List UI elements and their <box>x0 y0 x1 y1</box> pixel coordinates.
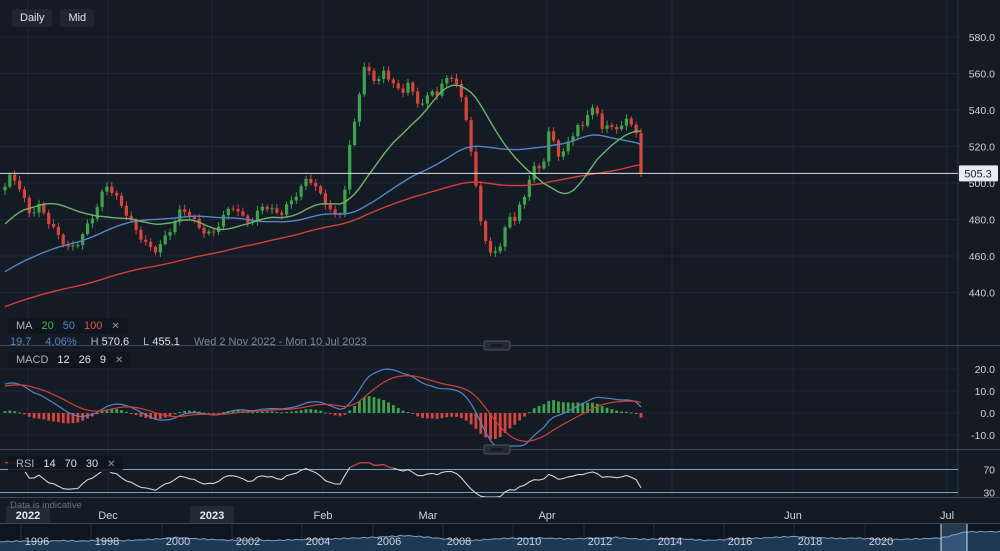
time-axis[interactable]: 2022 Dec 2023 Feb Mar Apr Jun Jul <box>6 506 954 523</box>
svg-text:2012: 2012 <box>588 536 612 548</box>
change-percent: 4.06% <box>45 336 77 348</box>
rsi-lower: 30 <box>85 458 99 470</box>
price-type-button[interactable]: Mid <box>60 9 95 28</box>
panel-resize-handle[interactable] <box>483 444 511 455</box>
rsi-line <box>5 462 642 498</box>
svg-text:2010: 2010 <box>517 536 541 548</box>
svg-text:560.0: 560.0 <box>969 69 995 81</box>
svg-text:2006: 2006 <box>377 536 401 548</box>
macd-indicator-legend: MACD 12 26 9 ✕ <box>8 352 132 368</box>
data-indicative-note: Data is indicative <box>10 500 82 511</box>
rsi-label: RSI <box>16 458 35 470</box>
timeframe-toolbar: Daily Mid <box>12 9 95 28</box>
svg-text:440.0: 440.0 <box>969 288 995 300</box>
low-value: 455.1 <box>152 336 180 348</box>
svg-text:480.0: 480.0 <box>969 215 995 227</box>
svg-text:70: 70 <box>983 465 995 477</box>
svg-text:2002: 2002 <box>236 536 260 548</box>
svg-text:Dec: Dec <box>98 510 118 522</box>
macd-histogram <box>3 396 643 440</box>
macd-fast: 12 <box>57 354 70 366</box>
macd-signal-line <box>4 374 642 443</box>
macd-signal-period: 9 <box>99 354 107 366</box>
date-range: Wed 2 Nov 2022 - Mon 10 Jul 2023 <box>193 336 367 348</box>
navigator[interactable]: 1996 1998 2000 2002 2004 2006 2008 2010 2012 2014… <box>0 524 1000 551</box>
rsi-upper: 70 <box>64 458 77 470</box>
svg-text:540.0: 540.0 <box>969 105 995 117</box>
svg-text:30: 30 <box>983 488 995 500</box>
svg-text:2022: 2022 <box>16 510 40 522</box>
svg-text:2004: 2004 <box>306 536 330 548</box>
timeframe-button[interactable]: Daily <box>12 9 53 28</box>
grid-lines <box>0 0 959 497</box>
svg-text:460.0: 460.0 <box>969 251 995 263</box>
ma-period-20: 20 <box>41 320 54 332</box>
high-value: 570.6 <box>101 336 130 348</box>
svg-text:2000: 2000 <box>166 536 190 548</box>
macd-slow: 26 <box>78 354 91 366</box>
svg-text:2016: 2016 <box>728 536 752 548</box>
ma-indicator-legend: MA 20 50 100 ✕ <box>8 318 128 334</box>
svg-text:-10.0: -10.0 <box>971 430 995 442</box>
rsi-indicator-legend: RSI 14 70 30 ✕ <box>8 456 124 472</box>
svg-text:1996: 1996 <box>25 536 49 548</box>
svg-text:20.0: 20.0 <box>975 364 996 376</box>
svg-text:10.0: 10.0 <box>975 386 996 398</box>
high-label: H <box>90 336 99 348</box>
svg-text:2014: 2014 <box>658 536 682 548</box>
svg-text:2008: 2008 <box>447 536 471 548</box>
svg-text:500.0: 500.0 <box>969 178 995 190</box>
svg-text:Jun: Jun <box>784 510 802 522</box>
macd-close-icon[interactable]: ✕ <box>115 354 124 366</box>
svg-text:2018: 2018 <box>798 536 822 548</box>
svg-text:Jul: Jul <box>940 510 954 522</box>
ma-close-icon[interactable]: ✕ <box>111 320 120 332</box>
svg-text:Mar: Mar <box>419 510 438 522</box>
svg-text:2023: 2023 <box>200 510 224 522</box>
change-value: 19.7 <box>10 336 32 348</box>
current-price-label: 505.3 <box>959 165 998 182</box>
ma-label: MA <box>16 320 33 332</box>
macd-line <box>4 368 642 447</box>
price-info-row: 19.7 4.06% H 570.6 L 455.1 Wed 2 Nov 202… <box>10 336 367 348</box>
svg-text:505.3: 505.3 <box>964 168 992 180</box>
ma100-line <box>4 164 642 308</box>
navigator-selection[interactable] <box>940 524 968 551</box>
rsi-band-lines <box>0 469 958 493</box>
ma20-line <box>4 84 642 231</box>
ma-period-100: 100 <box>84 320 103 332</box>
low-label: L <box>143 336 150 348</box>
svg-text:1998: 1998 <box>95 536 119 548</box>
rsi-period: 14 <box>43 458 56 470</box>
ma50-line <box>4 134 642 273</box>
ma-period-50: 50 <box>62 320 75 332</box>
svg-text:Apr: Apr <box>538 510 555 522</box>
svg-text:580.0: 580.0 <box>969 32 995 44</box>
candles <box>3 62 643 258</box>
svg-text:2020: 2020 <box>869 536 893 548</box>
price-axis[interactable]: 580.0 560.0 540.0 520.0 500.0 480.0 460.0 440.0… <box>969 32 995 500</box>
svg-text:Feb: Feb <box>314 510 333 522</box>
macd-label: MACD <box>16 354 49 366</box>
svg-text:0.0: 0.0 <box>980 408 995 420</box>
rsi-close-icon[interactable]: ✕ <box>107 458 116 470</box>
svg-text:520.0: 520.0 <box>969 142 995 154</box>
panel-resize-handle[interactable] <box>483 340 511 351</box>
